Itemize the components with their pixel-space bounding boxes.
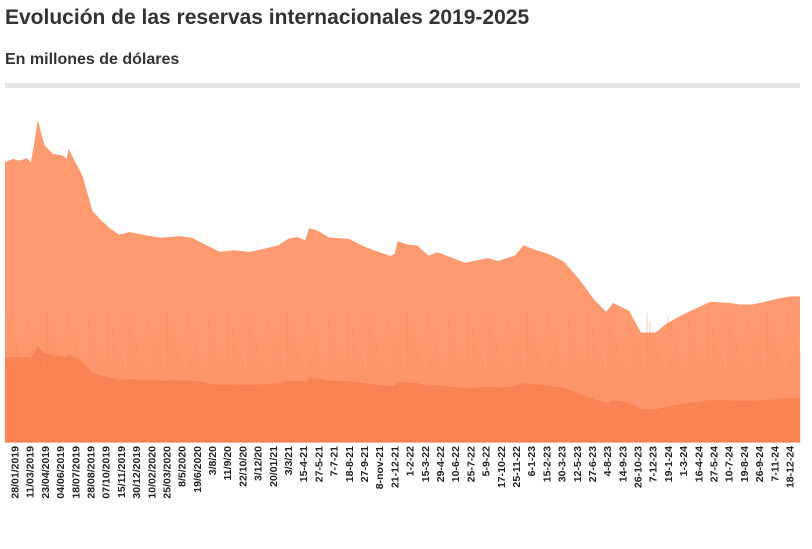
x-tick-label: 8/5/2020: [177, 446, 189, 487]
x-tick-label: 27-5-21: [313, 446, 325, 482]
x-tick-label: 11/9/20: [222, 446, 234, 481]
x-tick-label: 3/3/21: [283, 446, 295, 475]
x-tick-label: 17-10-22: [496, 446, 508, 488]
x-tick-label: 16-4-24: [693, 446, 705, 482]
x-tick-label: 19/6/2020: [192, 446, 204, 493]
x-tick-label: 26-9-24: [754, 446, 766, 482]
x-tick-label: 22/10/20: [237, 446, 249, 487]
x-tick-label: 11/03/2019: [25, 446, 37, 498]
x-tick-label: 15-2-23: [541, 446, 553, 482]
x-tick-label: 28/01/2019: [10, 446, 22, 499]
reserves-area: [5, 120, 800, 443]
x-tick-label: 18-12-24: [785, 446, 797, 488]
chart-subtitle: En millones de dólares: [5, 51, 180, 68]
x-tick-label: 3/12/20: [253, 446, 265, 481]
x-tick-label: 29-4-22: [435, 446, 447, 482]
x-tick-label: 21-12-21: [389, 446, 401, 488]
x-tick-label: 25-11-22: [511, 446, 523, 488]
x-tick-label: 18-8-21: [344, 446, 356, 482]
x-tick-label: 28/08/2019: [86, 446, 98, 499]
x-tick-label: 5-9-22: [481, 446, 493, 477]
x-tick-label: 07/10/2019: [101, 446, 113, 499]
x-tick-label: 04/06/2019: [55, 446, 67, 499]
x-tick-label: 15-3-22: [420, 446, 432, 482]
x-tick-label: 18/07/2019: [70, 446, 82, 499]
x-tick-label: 23/04/2019: [40, 446, 52, 499]
x-tick-label: 3/8/20: [207, 446, 219, 475]
x-tick-label: 10-7-24: [724, 446, 736, 482]
x-tick-label: 1-2-22: [405, 446, 417, 477]
x-tick-label: 15/11/2019: [116, 446, 128, 498]
x-tick-label: 27-6-23: [587, 446, 599, 482]
bar-texture: [4, 313, 801, 442]
x-tick-label: 10-6-22: [450, 446, 462, 482]
x-tick-label: 25-7-22: [465, 446, 477, 482]
x-axis-ticks: 28/01/2019 11/03/2019 23/04/2019 04/06/2019…: [10, 446, 797, 499]
x-tick-label: 10/02/2020: [146, 446, 158, 499]
x-tick-label: 30-3-23: [557, 446, 569, 482]
x-tick-label: 15-4-21: [298, 446, 310, 482]
x-tick-label: 7-7-21: [329, 446, 341, 477]
x-tick-label: 7-12-23: [648, 446, 660, 482]
x-tick-label: 30/12/2019: [131, 446, 143, 499]
chart-title: Evolución de las reservas internacionale…: [5, 6, 530, 29]
x-tick-label: 26-10-23: [633, 446, 645, 488]
x-tick-label: 12-5-23: [572, 446, 584, 482]
x-tick-label: 14-9-23: [617, 446, 629, 482]
x-tick-label: 20/01/21: [268, 446, 280, 487]
x-tick-label: 7-11-24: [769, 446, 781, 482]
x-tick-label: 27-5-24: [709, 446, 721, 482]
header-divider: [5, 83, 800, 88]
x-tick-label: 27-9-21: [359, 446, 371, 482]
x-tick-label: 19-1-24: [663, 446, 675, 482]
x-tick-label: 4-8-23: [602, 446, 614, 477]
reserves-area-shade: [5, 345, 800, 442]
x-tick-label: 19-8-24: [739, 446, 751, 482]
x-tick-label: 25/03/2020: [162, 446, 174, 499]
x-tick-label: 1-3-24: [678, 446, 690, 477]
x-tick-label: 8-nov-21: [374, 446, 386, 489]
x-tick-label: 6-1-23: [526, 446, 538, 477]
